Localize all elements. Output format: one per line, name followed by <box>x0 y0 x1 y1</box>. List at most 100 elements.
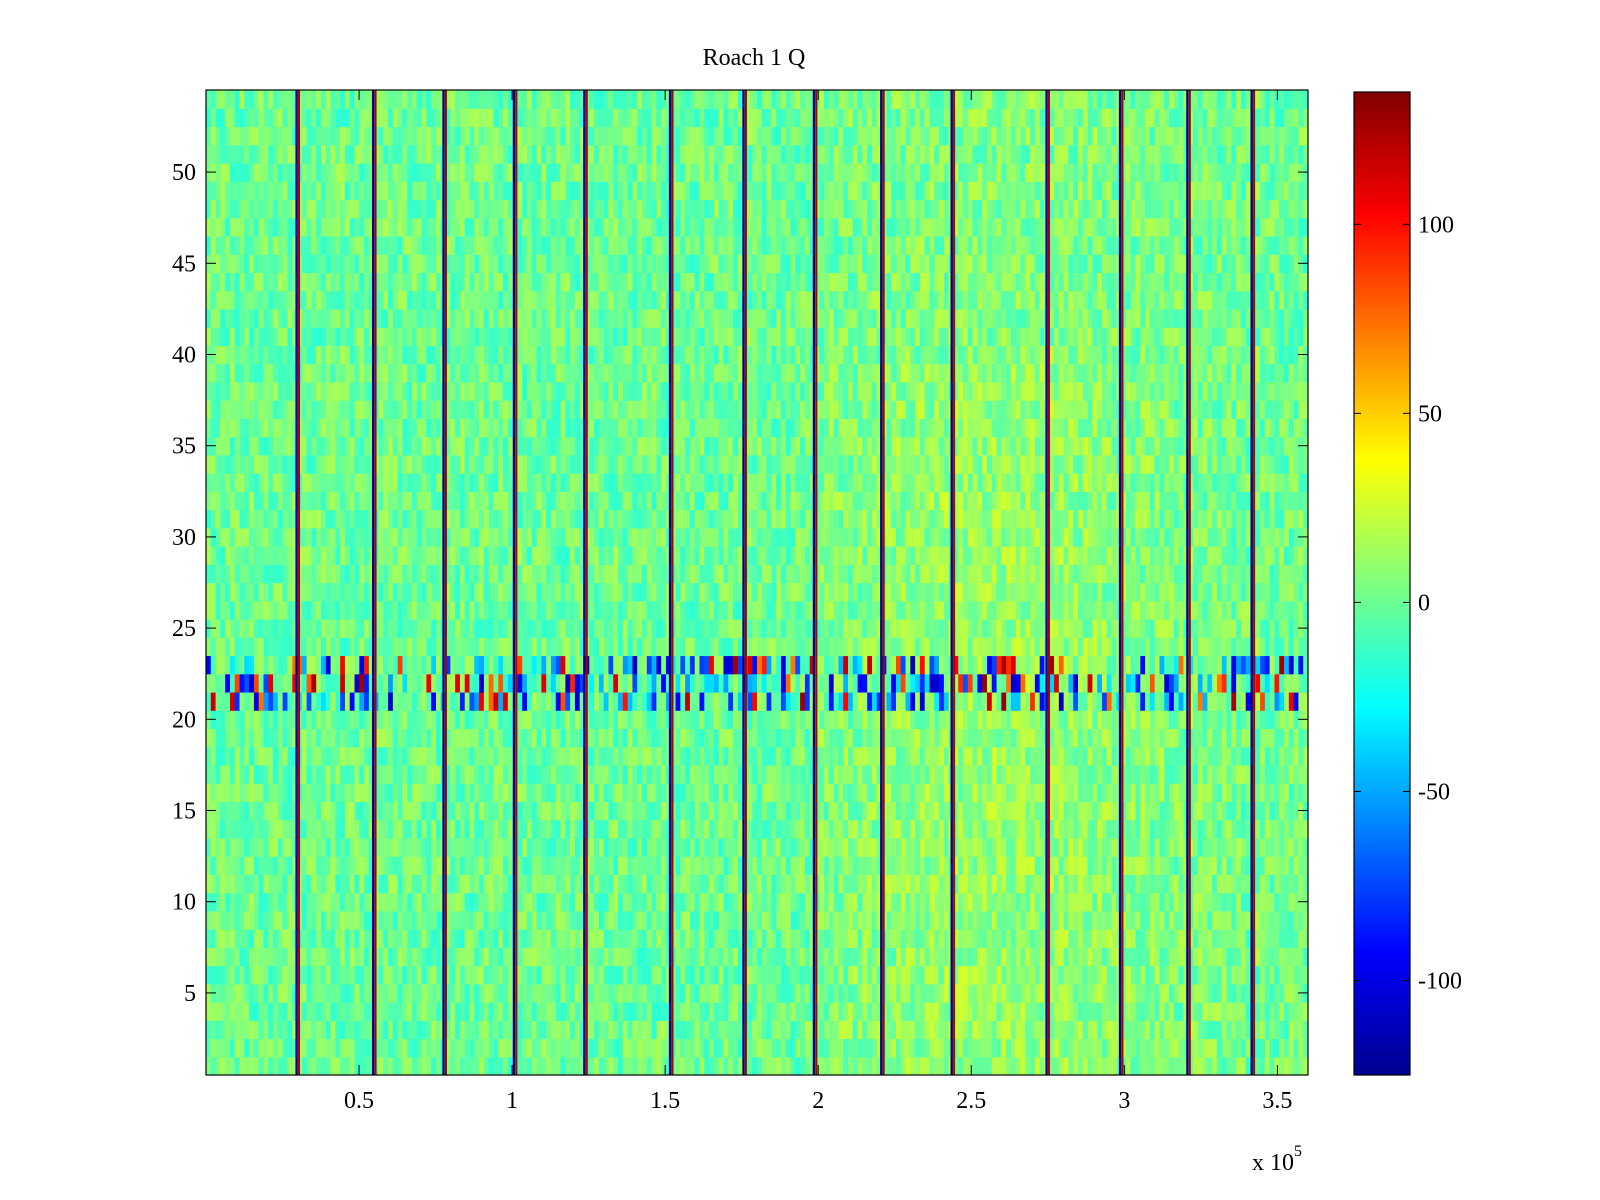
heatmap-cell <box>689 764 696 784</box>
heatmap-cell <box>330 1038 336 1058</box>
heatmap-cell <box>704 710 710 730</box>
heatmap-cell <box>594 1038 600 1058</box>
heatmap-cell <box>747 764 753 784</box>
heatmap-cell <box>340 947 346 967</box>
heatmap-cell <box>234 801 241 821</box>
heatmap-cell <box>560 801 566 821</box>
heatmap-cell <box>364 1020 370 1040</box>
heatmap-cell <box>244 856 250 875</box>
heatmap-cell <box>1001 746 1007 766</box>
heatmap-cell <box>1284 947 1290 967</box>
heatmap-cell <box>833 856 840 875</box>
heatmap-cell <box>613 691 619 711</box>
heatmap-cell <box>325 673 332 693</box>
heatmap-cell <box>910 691 916 711</box>
heatmap-cell <box>924 673 931 693</box>
heatmap-cell <box>1130 764 1137 784</box>
heatmap-cell <box>704 746 710 766</box>
heatmap-cell <box>359 910 365 930</box>
heatmap-cell <box>771 691 777 711</box>
heatmap-cell <box>507 1020 514 1040</box>
heatmap-cell <box>1101 801 1108 821</box>
heatmap-cell <box>608 910 614 930</box>
heatmap-cell <box>752 856 758 875</box>
heatmap-cell <box>1063 856 1070 875</box>
heatmap-cell <box>1087 819 1093 839</box>
heatmap-cell <box>215 728 221 748</box>
heatmap-cell <box>206 837 212 857</box>
heatmap-cell <box>1140 728 1146 748</box>
heatmap-cell <box>761 819 768 839</box>
heatmap-cell <box>325 691 332 711</box>
heatmap-cell <box>603 965 610 985</box>
heatmap-cell <box>1125 892 1132 912</box>
heatmap-cell <box>900 746 907 766</box>
heatmap-cell <box>1034 783 1041 802</box>
heatmap-cell <box>455 892 461 912</box>
heatmap-cell <box>225 856 231 875</box>
heatmap-cell <box>1293 691 1300 711</box>
heatmap-cell <box>320 983 327 1003</box>
heatmap-cell <box>1279 892 1285 912</box>
heatmap-cell <box>924 892 931 912</box>
heatmap-cell <box>618 1038 624 1058</box>
heatmap-cell <box>632 728 638 748</box>
heatmap-cell <box>1236 965 1242 985</box>
heatmap-cell <box>431 801 437 821</box>
heatmap-cell <box>1260 947 1266 967</box>
heatmap-cell <box>795 892 801 912</box>
heatmap-cell <box>953 764 959 784</box>
heatmap-cell <box>1169 965 1175 985</box>
heatmap-cell <box>1274 746 1280 766</box>
heatmap-cell <box>560 746 566 766</box>
heatmap-cell <box>1121 965 1127 985</box>
heatmap-cell <box>292 910 298 930</box>
heatmap-cell <box>1010 728 1017 748</box>
heatmap-cell <box>963 746 969 766</box>
heatmap-cell <box>498 783 504 802</box>
heatmap-cell <box>757 929 763 948</box>
heatmap-cell <box>828 710 835 730</box>
heatmap-cell <box>1058 1020 1065 1040</box>
heatmap-cell <box>675 691 681 711</box>
heatmap-cell <box>469 1038 475 1058</box>
heatmap-cell <box>963 837 969 857</box>
heatmap-cell <box>335 837 341 857</box>
heatmap-cell <box>1226 856 1232 875</box>
heatmap-cell <box>1288 691 1295 711</box>
heatmap-cell <box>483 892 490 912</box>
heatmap-cell <box>766 874 772 894</box>
heatmap-cell <box>589 673 595 693</box>
heatmap-cell <box>594 1056 600 1075</box>
heatmap-cell <box>991 947 998 967</box>
heatmap-cell <box>622 1020 629 1040</box>
heatmap-cell <box>594 673 600 693</box>
heatmap-cell <box>1260 819 1266 839</box>
heatmap-cell <box>646 837 653 857</box>
heatmap-cell <box>522 947 528 967</box>
heatmap-cell <box>579 892 586 912</box>
heatmap-cell <box>905 983 911 1003</box>
heatmap-cell <box>316 673 322 693</box>
heatmap-cell <box>1121 1020 1127 1040</box>
heatmap-cell <box>435 837 442 857</box>
heatmap-cell <box>507 965 514 985</box>
heatmap-cell <box>1303 691 1308 711</box>
heatmap-cell <box>546 801 552 821</box>
heatmap-cell <box>613 1020 619 1040</box>
heatmap-cell <box>862 892 868 912</box>
heatmap-cell <box>1058 764 1065 784</box>
heatmap-cell <box>819 1056 825 1075</box>
heatmap-cell <box>780 801 787 821</box>
heatmap-cell <box>675 710 681 730</box>
heatmap-cell <box>1183 837 1189 857</box>
heatmap-cell <box>579 1038 586 1058</box>
heatmap-cell <box>426 728 432 748</box>
heatmap-cell <box>843 746 849 766</box>
heatmap-cell <box>1279 783 1285 802</box>
heatmap-cell <box>1207 874 1213 894</box>
heatmap-cell <box>982 691 988 711</box>
heatmap-cell <box>608 983 614 1003</box>
heatmap-cell <box>320 673 327 693</box>
heatmap-cell <box>325 728 332 748</box>
